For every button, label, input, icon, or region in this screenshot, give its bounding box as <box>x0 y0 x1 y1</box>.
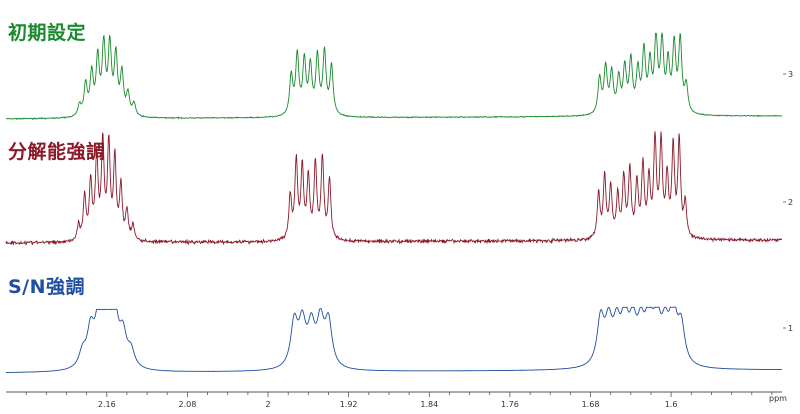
spectrum-traces <box>5 31 783 373</box>
x-tick-label: 1.68 <box>582 400 600 409</box>
x-axis-unit-label: ppm <box>769 394 787 403</box>
x-tick-label: 1.84 <box>420 400 438 409</box>
x-tick-label: 1.92 <box>340 400 358 409</box>
series-label-resolution-enhanced: 分解能強調 <box>8 141 106 163</box>
x-axis: 2.16 2.08 2 1.92 1.84 1.76 1.68 1.6 ppm <box>6 391 787 409</box>
series-line-2 <box>5 306 783 373</box>
x-tick-label: 2.08 <box>178 400 196 409</box>
right-axis: 3 2 1 <box>783 70 793 333</box>
series-line-1 <box>5 131 783 246</box>
x-tick-label: 2.16 <box>98 400 116 409</box>
x-tick-label: 1.76 <box>501 400 519 409</box>
series-label-default: 初期設定 <box>8 22 87 44</box>
series-line-0 <box>5 31 783 121</box>
right-axis-tick-label: 3 <box>788 70 793 79</box>
right-axis-tick-label: 2 <box>788 198 793 207</box>
right-axis-tick-label: 1 <box>788 324 793 333</box>
series-label-sn-enhanced: S/N強調 <box>8 276 86 298</box>
x-tick-label: 1.6 <box>665 400 678 409</box>
x-tick-label: 2 <box>265 400 270 409</box>
